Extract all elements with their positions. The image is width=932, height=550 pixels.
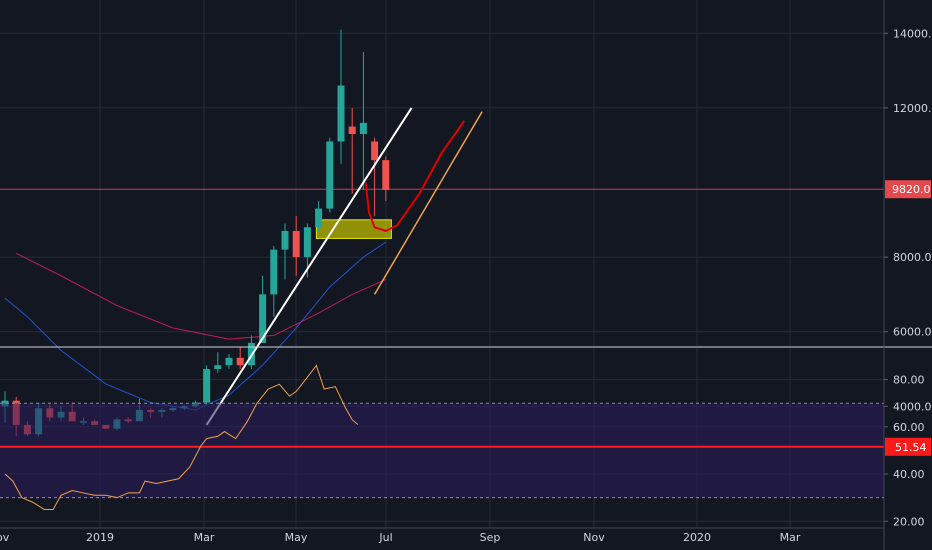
candle-body: [270, 249, 278, 295]
rsi-line: [4, 364, 359, 510]
time-tick-label: Jul: [378, 531, 392, 544]
candle-body: [348, 126, 356, 135]
time-tick-label: Mar: [780, 531, 801, 544]
rsi-value-label: 51.54: [895, 441, 927, 454]
price-tick-label: 14000.0: [893, 27, 932, 40]
candle-body: [292, 230, 300, 258]
rsi-tick-label: 20.00: [893, 515, 925, 528]
candle-body: [303, 227, 311, 258]
price-tick-label: 12000.0: [893, 102, 932, 115]
time-tick-label: Sep: [480, 531, 501, 544]
time-tick-label: Mar: [194, 531, 215, 544]
candle-body: [236, 357, 244, 366]
candle-body: [259, 294, 267, 343]
rsi-tick-label: 40.00: [893, 468, 925, 481]
time-tick-label: 2019: [86, 531, 114, 544]
moving-average-line-2: [15, 252, 387, 340]
projection-curve: [364, 120, 466, 232]
price-tick-label: 6000.0: [893, 326, 932, 339]
candle-body: [359, 122, 367, 135]
candle-body: [371, 141, 379, 161]
candle-body: [203, 369, 211, 403]
candle-body: [337, 85, 345, 142]
trend-line-white: [205, 107, 413, 426]
candle-body: [326, 141, 334, 209]
current-price-badge: [885, 180, 931, 199]
moving-average-line-1: [4, 241, 387, 411]
rsi-value-badge: [885, 437, 931, 456]
candle-body: [214, 365, 222, 369]
rsi-tick-label: 60.00: [893, 421, 925, 434]
trend-line-orange: [373, 111, 483, 295]
time-tick-label: 2020: [683, 531, 711, 544]
current-price-label: 9820.0: [892, 183, 931, 196]
rsi-tick-label: 80.00: [893, 374, 925, 387]
candle-body: [382, 160, 390, 190]
time-tick-label: May: [285, 531, 308, 544]
time-tick-label-partial: ov: [0, 531, 10, 544]
candle-body: [315, 208, 323, 228]
candle-body: [225, 357, 233, 366]
price-tick-label: 8000.0: [893, 251, 932, 264]
price-tick-label: 4000.0: [893, 400, 932, 413]
candle-body: [281, 230, 289, 250]
time-tick-label: Nov: [583, 531, 605, 544]
rsi-band: [0, 403, 884, 498]
